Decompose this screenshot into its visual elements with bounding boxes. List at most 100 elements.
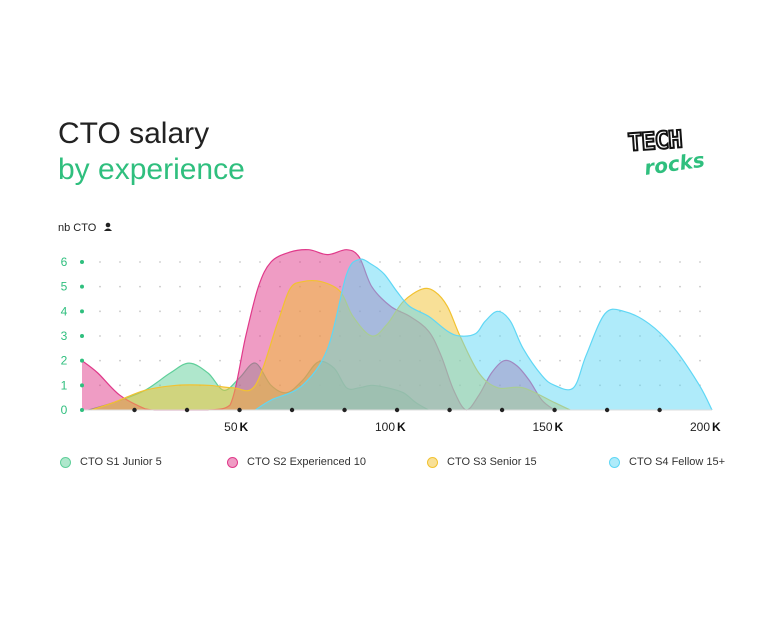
grid-dot — [579, 335, 581, 337]
grid-dot — [179, 261, 181, 263]
legend-marker-4 — [609, 456, 620, 468]
x-tick-label: 150 — [532, 420, 552, 434]
y-tick-dot — [80, 260, 84, 264]
grid-dot — [699, 285, 701, 288]
y-tick-dot — [80, 383, 84, 388]
person-icon — [104, 222, 112, 231]
grid-dot — [599, 310, 601, 313]
grid-dot — [459, 285, 461, 288]
grid-dot — [659, 285, 661, 288]
y-tick-label: 0 — [61, 403, 68, 417]
logo-text-top: TECH — [627, 125, 683, 157]
grid-dot — [259, 261, 261, 263]
grid-dot — [479, 310, 481, 313]
x-axis-dot — [237, 407, 242, 413]
grid-dot — [219, 384, 221, 387]
x-axis-dot — [132, 407, 137, 413]
grid-dot — [159, 359, 161, 362]
x-axis-dot — [657, 407, 662, 413]
y-tick-dot — [80, 358, 84, 363]
grid-dot — [699, 335, 701, 337]
grid-dot — [439, 285, 441, 288]
tech-rocks-logo: TECH rocks — [626, 124, 706, 178]
series-areas — [81, 249, 713, 411]
grid-dot — [679, 310, 681, 313]
grid-dot — [499, 261, 501, 263]
grid-dot — [119, 261, 121, 263]
x-axis-dot — [447, 407, 452, 413]
y-tick-label: 4 — [61, 304, 68, 318]
grid-dot — [199, 285, 201, 288]
person-icon-head — [105, 222, 111, 228]
grid-dot — [639, 285, 641, 288]
y-tick-dot — [80, 408, 84, 412]
grid-dot — [619, 261, 621, 263]
x-tick-label: 100 — [375, 420, 395, 434]
grid-dot — [239, 285, 241, 288]
x-axis-dot — [394, 407, 400, 413]
grid-dot — [399, 285, 401, 288]
grid-dot — [219, 359, 221, 362]
grid-dot — [239, 261, 241, 263]
grid-dot — [219, 261, 221, 263]
y-tick-label: 5 — [61, 280, 68, 294]
grid-dot — [219, 310, 221, 313]
grid-dot — [179, 310, 181, 313]
y-tick-dot — [80, 309, 84, 314]
grid-dot — [679, 335, 681, 337]
grid-dot — [219, 285, 221, 288]
grid-dot — [119, 285, 121, 288]
x-tick-unit: K — [555, 420, 564, 434]
series-4-line — [254, 258, 713, 411]
legend-label-4: CTO S4 Fellow 15+ — [629, 456, 726, 468]
grid-dot — [539, 359, 541, 362]
legend-item-3: CTO S3 Senior 15 — [427, 456, 537, 468]
x-tick-unit: K — [712, 420, 721, 434]
grid-dot — [419, 285, 421, 288]
legend-item-1: CTO S1 Junior 5 — [60, 456, 162, 468]
grid-dot — [159, 285, 161, 288]
grid-dot — [539, 310, 541, 313]
grid-dot — [579, 310, 581, 313]
grid-dot — [199, 310, 201, 313]
grid-dot — [559, 285, 561, 288]
x-tick-unit: K — [397, 420, 406, 434]
grid-dot — [659, 310, 661, 313]
grid-dot — [379, 261, 381, 263]
grid-dot — [459, 261, 461, 263]
grid-dot — [239, 335, 241, 337]
y-tick-dot — [80, 284, 84, 289]
grid-dot — [479, 285, 481, 288]
grid-dot — [639, 310, 641, 313]
grid-dot — [619, 285, 621, 288]
grid-dot — [599, 261, 601, 263]
grid-dot — [119, 310, 121, 313]
grid-dot — [159, 310, 161, 313]
x-axis-dot — [604, 407, 610, 413]
grid-dot — [159, 261, 161, 263]
legend-label-3: CTO S3 Senior 15 — [447, 456, 537, 468]
person-icon-body — [104, 228, 112, 231]
legend-label-2: CTO S2 Experienced 10 — [247, 456, 367, 468]
grid-dot — [579, 261, 581, 263]
grid-dot — [159, 335, 161, 337]
grid-dot — [479, 261, 481, 263]
grid-dot — [539, 335, 541, 337]
grid-dot — [139, 359, 141, 362]
grid-dot — [139, 384, 141, 387]
grid-dot — [639, 261, 641, 263]
grid-dot — [419, 261, 421, 263]
y-axis-label: nb CTO — [58, 222, 97, 234]
grid-dot — [439, 261, 441, 263]
legend-item-4: CTO S4 Fellow 15+ — [609, 456, 725, 468]
grid-dot — [99, 310, 101, 313]
grid-dot — [539, 261, 541, 263]
x-axis-dot — [552, 407, 557, 413]
legend-marker-2 — [227, 456, 238, 468]
grid-dot — [99, 285, 101, 288]
legend-marker-1 — [60, 456, 71, 468]
grid-dot — [659, 261, 661, 263]
grid-dot — [559, 335, 561, 337]
